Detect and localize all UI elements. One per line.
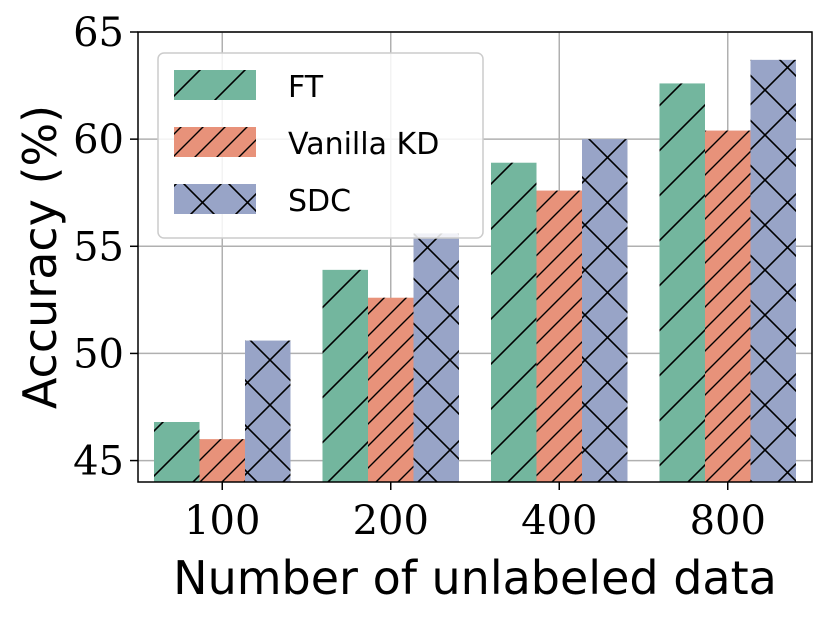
x-axis-label: Number of unlabeled data [173,551,777,605]
x-tick-label: 800 [690,498,766,544]
legend: FT Vanilla KD SDC [157,52,484,239]
bar-vanilla-kd [536,190,582,483]
bar-ft [154,422,200,482]
legend-label: Vanilla KD [288,127,439,162]
bar-sdc [245,340,291,482]
bar-vanilla-kd [199,439,245,482]
x-tick-label: 200 [353,498,429,544]
y-tick-label: 50 [73,331,124,377]
bar-ft [491,162,537,482]
bar-ft [659,83,705,482]
plot-frame [137,31,813,483]
bar-sdc [750,59,796,482]
x-axis-ticks: 100 200 400 800 [184,482,766,544]
y-tick-label: 45 [73,439,124,485]
bar-ft [322,269,368,482]
y-tick-label: 55 [73,224,124,270]
legend-item: SDC [174,184,351,219]
legend-label: SDC [288,184,351,219]
bar-sdc [413,233,459,482]
bars [154,59,796,483]
y-tick-label: 65 [73,10,124,56]
legend-item: Vanilla KD [174,127,439,162]
bar-vanilla-kd [368,297,414,482]
legend-label: FT [288,70,324,105]
y-axis-label: Accuracy (%) [13,105,67,409]
bar-sdc [582,139,628,482]
legend-item: FT [174,70,324,105]
x-tick-label: 400 [521,498,597,544]
y-tick-label: 60 [73,117,124,163]
x-tick-label: 100 [184,498,260,544]
y-axis-ticks: 45 50 55 60 65 [73,10,138,485]
bar-vanilla-kd [705,130,751,483]
